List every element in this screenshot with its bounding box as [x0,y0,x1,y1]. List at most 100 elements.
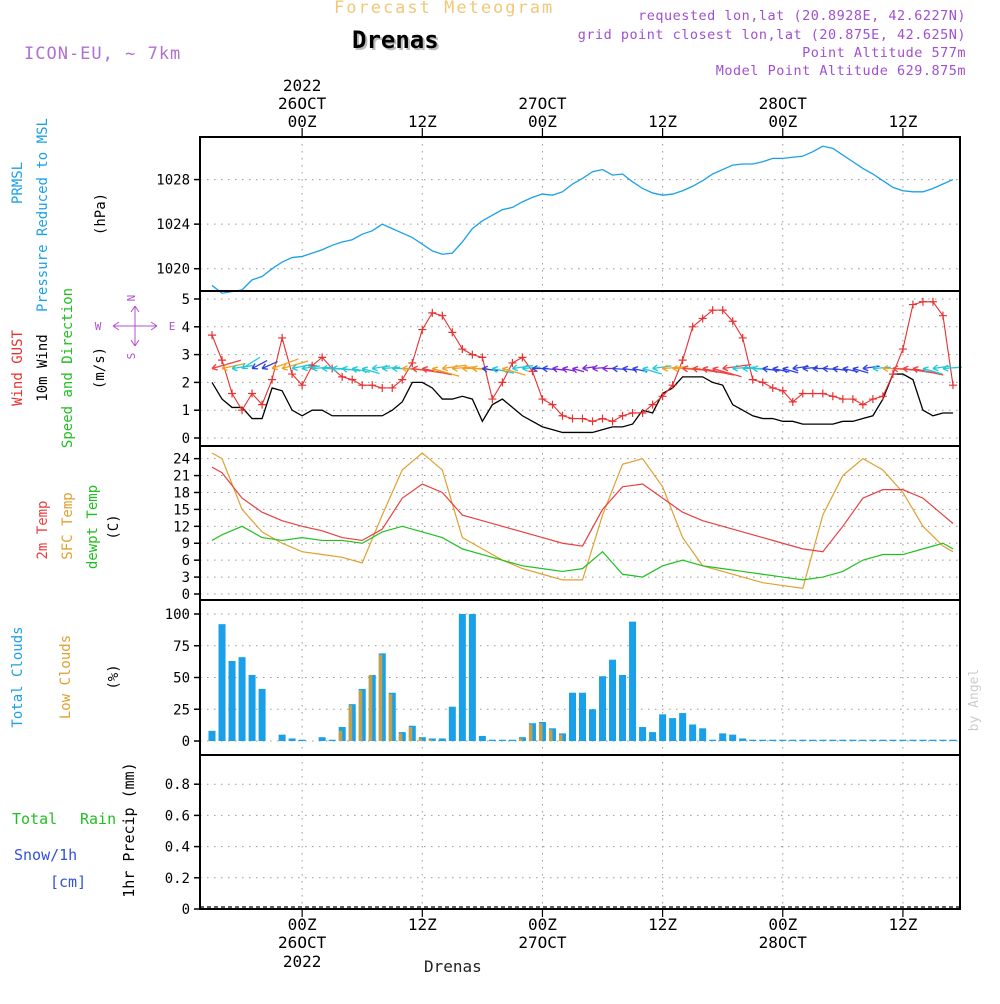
wind-gust-marker [628,408,637,417]
low-cloud-bar [518,738,523,741]
wind-direction-arrow [381,364,401,372]
wind-arrow-shaft [572,367,585,373]
wind-gust-marker [578,414,587,423]
wind-arrow-shaft [382,366,401,370]
temp-tick-label: 24 [173,452,190,468]
wind-arrow-shaft [342,367,361,372]
wind-gust-marker [938,311,947,320]
total-cloud-bar [939,739,947,741]
wind-arrow-head [471,365,478,373]
wind-gust-marker [548,400,557,409]
total-cloud-bar [508,739,516,741]
total-cloud-bar [949,739,957,741]
wind-arrow-head [251,363,258,370]
total-cloud-bar [669,718,677,741]
wind-arrow-shaft [432,367,460,377]
wind-arrow-head [902,365,909,373]
pressure-tick-label: 1020 [156,262,190,278]
wind-arrow-shaft [281,360,309,370]
wind-arrow-head [892,365,899,373]
total-cloud-bar [578,692,587,741]
wind-gust-marker [538,395,547,404]
wind-gust-marker [668,381,677,390]
total-cloud-bar [859,739,867,741]
wind-direction-arrow [862,364,880,372]
cloud-tick-label: 75 [173,639,190,655]
precip-tick-label: 0.4 [165,840,190,856]
wind-arrow-head [231,364,238,372]
wind-gust-marker [898,345,907,354]
wind-direction-arrow [772,365,790,373]
wind-gust-marker [468,350,477,359]
wind-gust-marker [418,325,427,334]
temp-tick-label: 18 [173,485,190,501]
precip-cm-label: [cm] [50,873,86,891]
bottom-date-label: 28OCT [759,933,808,952]
total-cloud-bar [749,739,757,741]
total-cloud-bar [619,674,627,741]
compass-w: W [95,320,102,333]
wind-gust-marker [498,378,507,387]
wind-arrow-shaft [762,367,780,372]
pressure-tick-label: 1024 [156,217,190,233]
total-cloud-bar [739,738,747,741]
wind-direction-arrow [512,364,534,372]
wind-arrow-head [942,364,949,372]
wind-arrow-head [592,364,599,372]
precip-tick-label: 0.6 [165,808,190,824]
wind-arrow-shaft [712,367,742,378]
wind-arrow-head [241,363,248,370]
wind-direction-arrow [241,356,261,370]
wind-arrow-shaft [562,367,575,372]
point-altitude: Point Altitude 577m [802,45,966,61]
wind-arrow-head [501,366,509,374]
total-cloud-bar [789,739,797,741]
cloud-tick-label: 25 [173,702,190,718]
wind-arrow-head [491,365,499,373]
wind-arrow-head [812,364,819,373]
wind-direction-arrow [361,366,380,375]
total-cloud-bar [839,739,847,741]
wind-arrow-head [732,364,739,372]
wind-arrow-shaft [271,358,299,370]
total-cloud-bar [568,692,576,741]
wind-gust-marker [218,356,227,365]
wind-gust-marker [508,358,517,367]
wind-arrow-shaft [211,359,242,370]
wind-arrow-head [582,364,589,372]
wind-gust-marker [398,375,407,384]
wind-gust-marker [248,389,257,398]
wind-arrow-head [522,364,528,372]
wind-direction-arrow [271,358,299,371]
low-cloud-bar [538,723,543,741]
wind-tick-label: 2 [182,375,190,391]
wind-direction-arrow [261,360,278,370]
top-year-label: 2022 [283,76,322,95]
wind-arrow-head [441,364,448,372]
total-cloud-bar [629,621,637,741]
wind-direction-arrow [431,366,460,377]
wind-arrow-head [371,364,378,372]
wind-arrow-head [211,363,218,371]
low-cloud-bar [338,730,343,741]
wind-arrow-head [331,365,338,373]
temp-tick-label: 3 [182,570,190,586]
low-cloud-bar [558,734,563,741]
wind-arrow-head [802,364,809,372]
wind-direction-arrow [501,366,526,376]
wind-arrow-shaft [782,367,799,374]
total-cloud-bar [478,735,486,741]
wind-gust-marker [718,306,727,315]
wind-gust-marker [908,300,917,309]
total-cloud-bar [889,739,897,741]
compass-arrows [112,305,158,347]
wind-arrow-head [702,365,709,373]
total-cloud-bar [208,730,216,741]
wind-gust-marker [488,395,497,404]
total-cloud-bar [819,739,827,741]
wind-tick-label: 0 [182,431,190,447]
low-cloud-bar [378,654,383,741]
wind-gust-marker [258,400,267,409]
wind-arrow-head [281,363,288,371]
footer-station: Drenas [424,957,482,976]
